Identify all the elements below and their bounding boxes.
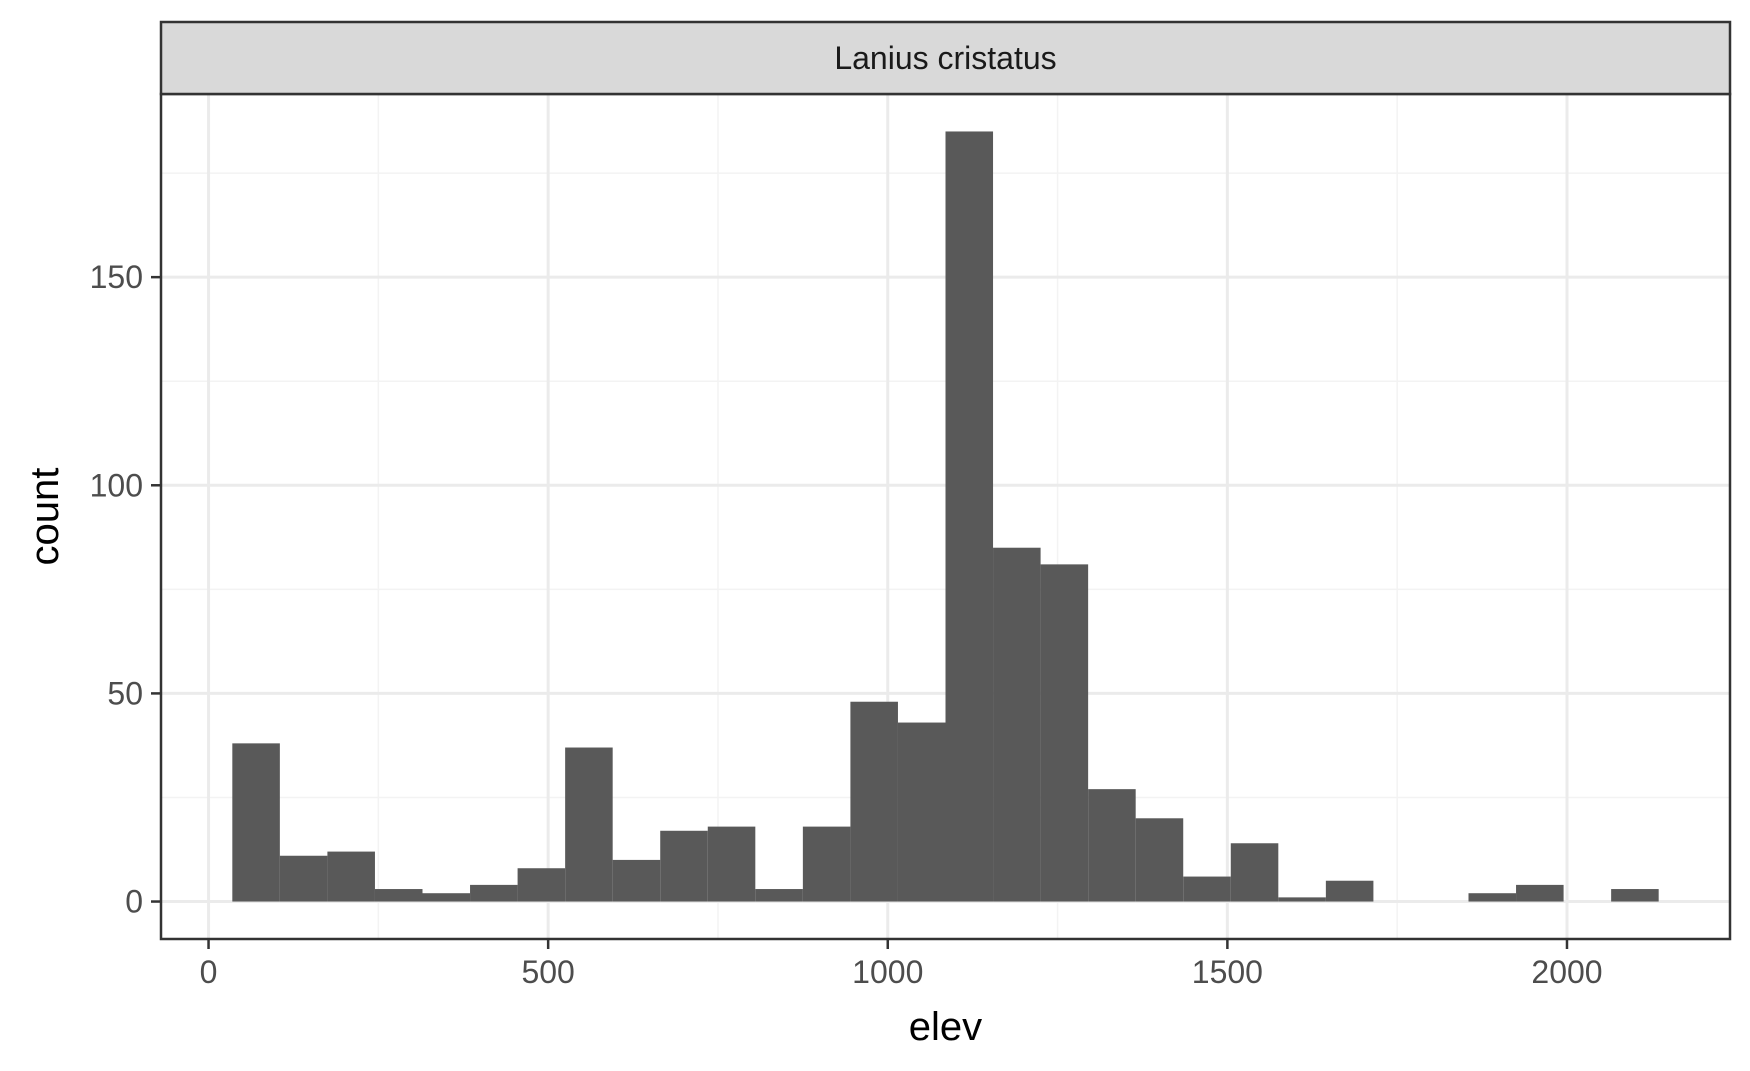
x-axis-title: elev	[909, 1005, 982, 1049]
facet-strip-background	[159, 20, 1732, 96]
y-tick-label: 0	[125, 884, 143, 920]
histogram-bars	[232, 131, 1659, 902]
histogram-bar	[993, 547, 1041, 902]
facet-strip-label: Lanius cristatus	[834, 40, 1056, 76]
histogram-bar	[517, 868, 566, 902]
histogram-bar	[1325, 880, 1374, 902]
histogram-bar	[565, 747, 613, 902]
histogram-bar	[422, 893, 471, 902]
y-axis-title: count	[23, 468, 67, 566]
histogram-bar	[945, 131, 994, 902]
histogram-bar	[1183, 876, 1231, 902]
histogram-bar	[232, 743, 280, 902]
y-tick-label: 50	[107, 675, 143, 711]
histogram-bar	[1278, 897, 1326, 902]
histogram-bar	[1230, 843, 1279, 902]
histogram-bar	[1040, 564, 1089, 902]
x-tick-label: 2000	[1531, 954, 1602, 990]
x-tick-label: 1500	[1192, 954, 1263, 990]
histogram-bar	[660, 830, 708, 902]
histogram-bar	[470, 884, 518, 902]
histogram-bar	[327, 851, 375, 902]
x-tick-label: 0	[200, 954, 218, 990]
histogram-bar	[1088, 789, 1136, 902]
histogram-bar	[1611, 889, 1659, 902]
x-tick-label: 1000	[852, 954, 923, 990]
histogram-bar	[755, 889, 803, 902]
y-axis: 0 50 100 150	[90, 259, 161, 920]
histogram-bar	[374, 889, 423, 902]
x-axis: 0 500 1000 1500 2000	[200, 939, 1603, 990]
histogram-bar	[612, 859, 661, 902]
histogram-bar	[850, 701, 898, 902]
x-tick-label: 500	[521, 954, 574, 990]
histogram-bar	[897, 722, 946, 902]
histogram-bar	[1468, 893, 1517, 902]
histogram-bar	[279, 855, 328, 902]
y-tick-label: 100	[90, 467, 143, 503]
y-tick-label: 150	[90, 259, 143, 295]
histogram-bar	[707, 826, 756, 902]
histogram-bar	[1135, 818, 1184, 902]
facet-strip: Lanius cristatus	[159, 20, 1732, 96]
histogram-bar	[1516, 884, 1564, 902]
histogram-bar	[802, 826, 851, 902]
